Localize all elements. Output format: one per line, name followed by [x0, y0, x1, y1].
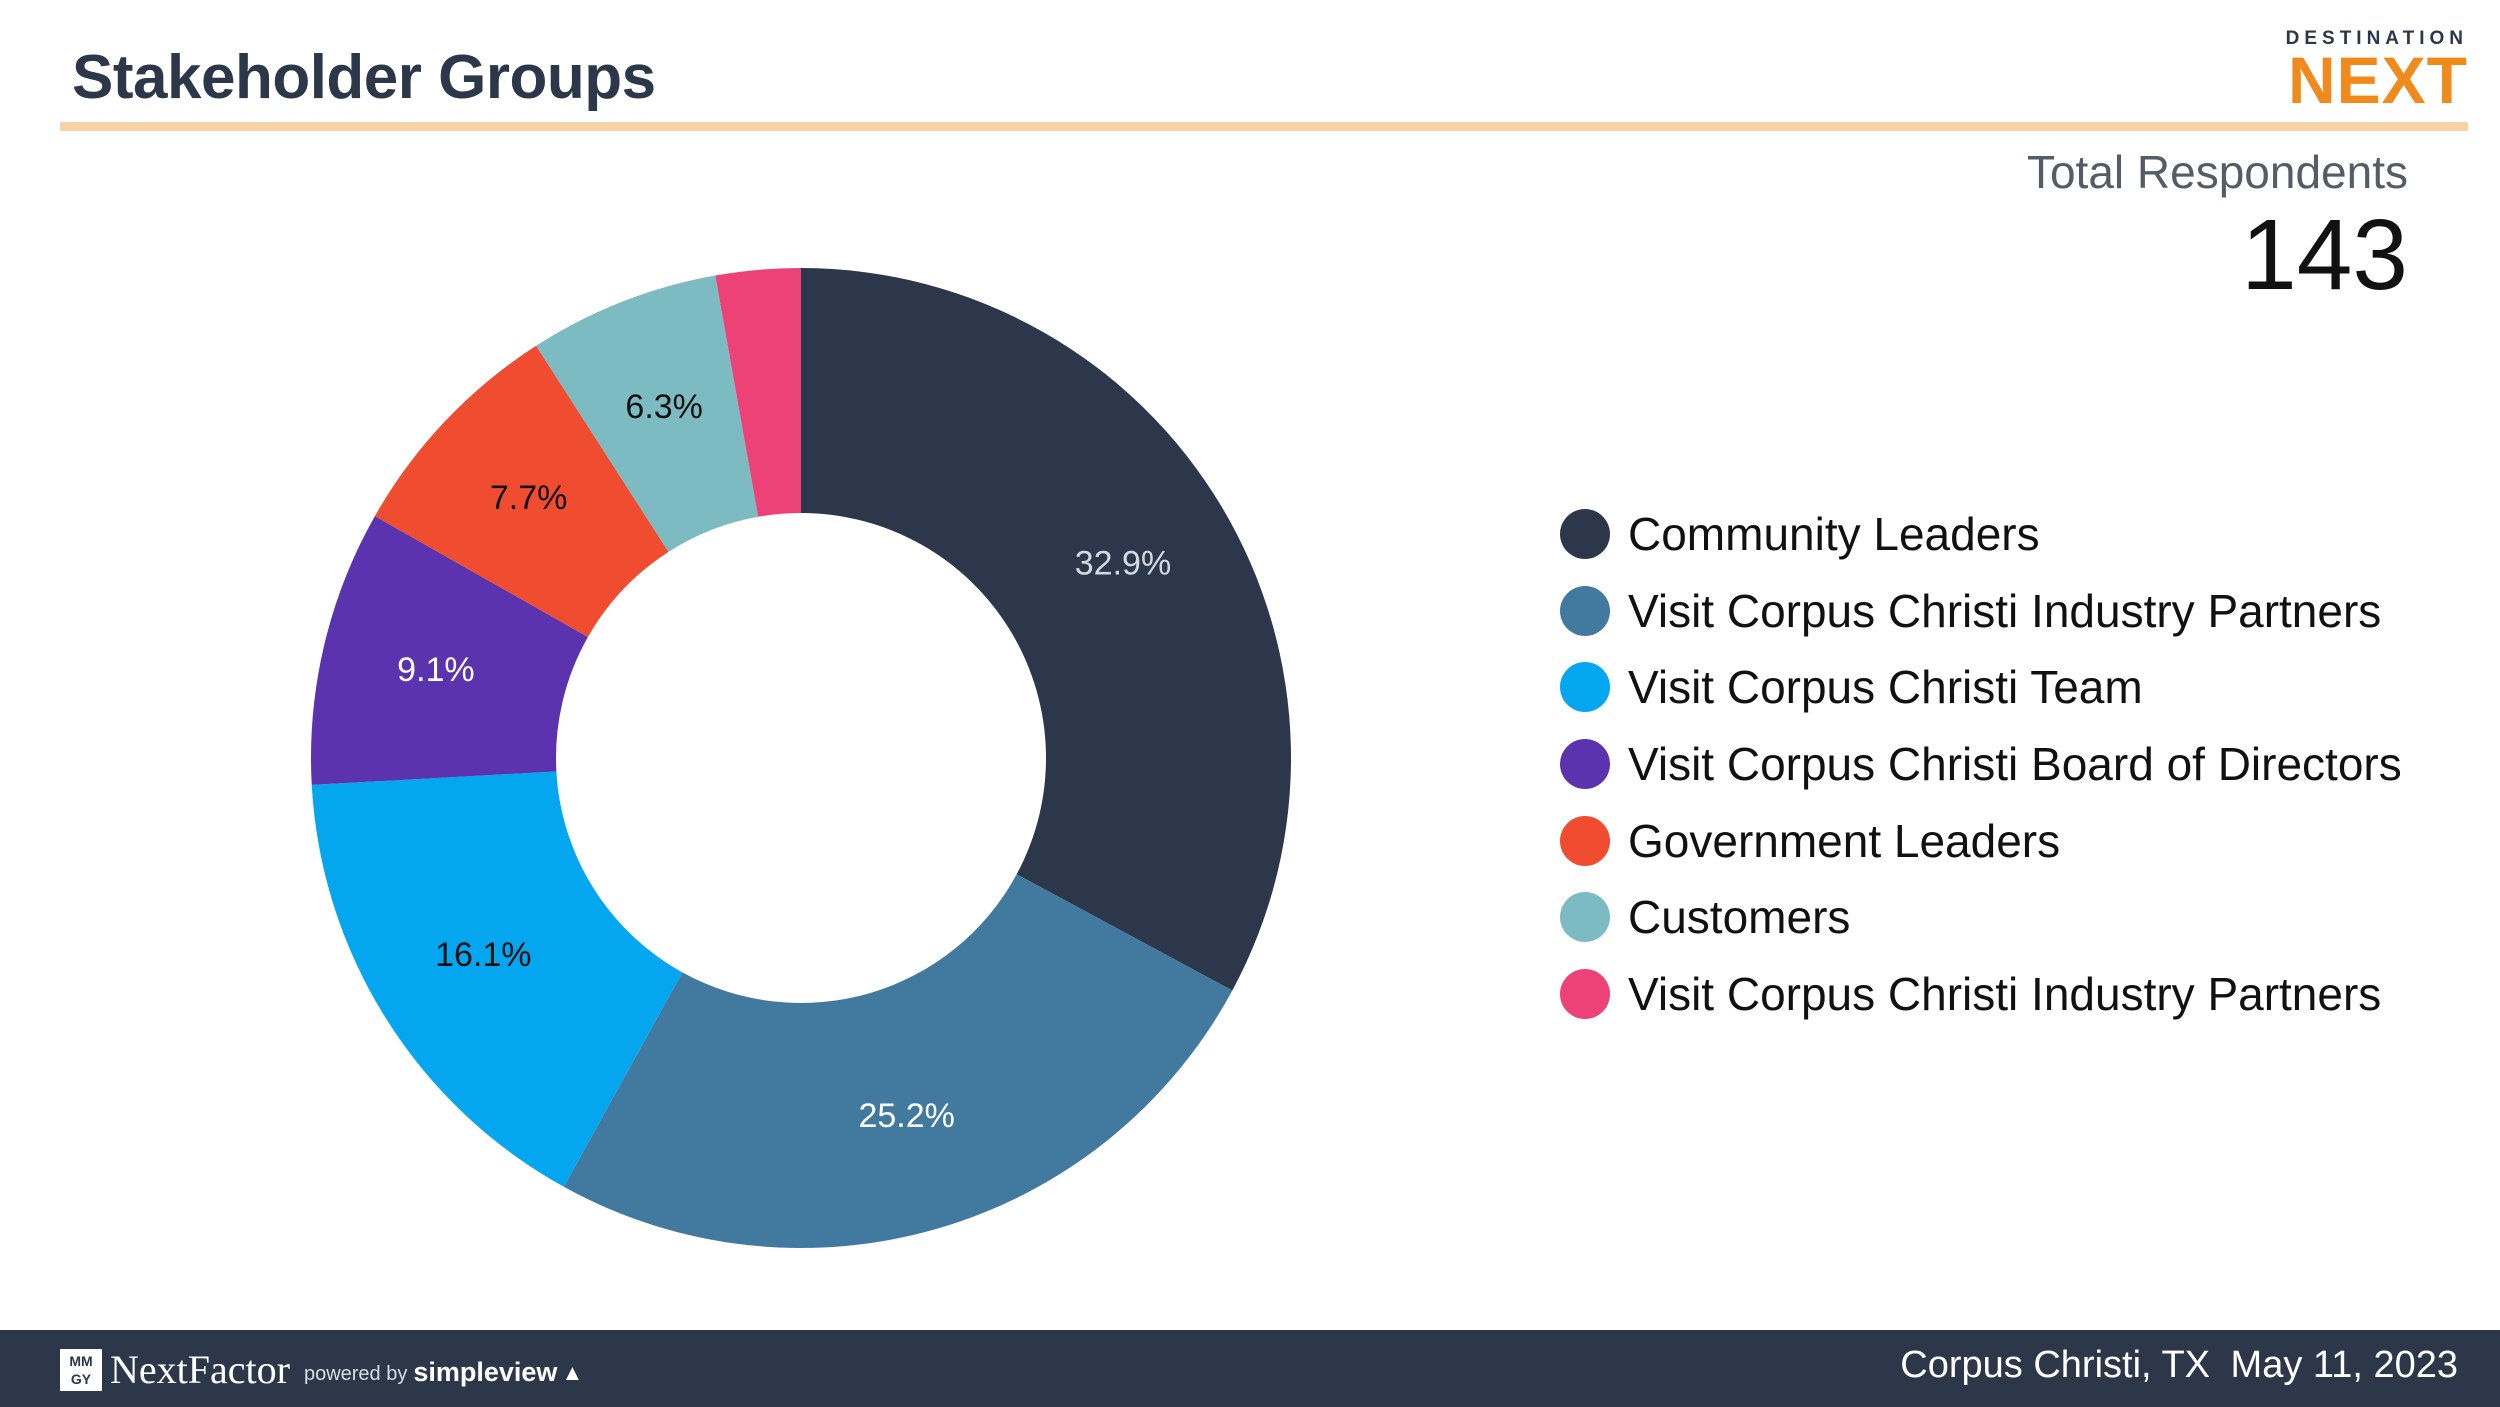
legend-item: Visit Corpus Christi Team: [1560, 649, 2402, 726]
donut-slice-4: [310, 516, 588, 785]
legend-item: Visit Corpus Christi Board of Directors: [1560, 726, 2402, 803]
logo-small-text: DESTINATION: [2285, 28, 2468, 49]
donut-data-label-3: 16.1%: [435, 936, 531, 974]
simpleview-wordmark: simpleview: [413, 1357, 558, 1387]
donut-data-label-6: 6.3%: [625, 388, 703, 426]
page-title: Stakeholder Groups: [72, 43, 656, 112]
mmgy-logo: MM GY: [60, 1348, 102, 1391]
mmgy-top: MM: [69, 1352, 93, 1369]
donut-slice-5: [374, 345, 669, 638]
footer-date: May 11, 2023: [2230, 1344, 2458, 1386]
legend-swatch-1: [1560, 509, 1610, 560]
powered-by-text: powered by: [303, 1363, 408, 1385]
footer-bar: MM GY NextFactor powered by simpleview ▲…: [0, 1330, 2500, 1407]
legend-item: Visit Corpus Christi Industry Partners: [1560, 956, 2402, 1033]
legend-item: Visit Corpus Christi Industry Partners: [1560, 573, 2402, 650]
title-divider: [60, 122, 2468, 131]
donut-data-label-4: 9.1%: [397, 651, 475, 689]
legend-item: Government Leaders: [1560, 802, 2402, 879]
donut-slice-2: [563, 874, 1233, 1248]
legend-swatch-4: [1560, 739, 1610, 790]
legend-label-3: Visit Corpus Christi Team: [1628, 661, 2143, 714]
legend-item: Customers: [1560, 879, 2402, 956]
mmgy-bottom: GY: [70, 1370, 92, 1387]
legend-label-4: Visit Corpus Christi Board of Directors: [1628, 738, 2402, 791]
destination-next-logo: DESTINATION NEXT: [2278, 28, 2468, 116]
legend-swatch-3: [1560, 662, 1610, 713]
footer-brand: MM GY NextFactor powered by simpleview ▲: [60, 1346, 583, 1393]
donut-slice-3: [311, 771, 683, 1187]
legend-swatch-5: [1560, 815, 1610, 866]
legend-label-6: Customers: [1628, 891, 1851, 944]
donut-slice-7: [715, 268, 801, 517]
donut-slice-1: [801, 268, 1291, 991]
donut-chart: 32.9% 25.2% 16.1% 9.1% 7.7% 6.3%: [310, 268, 1291, 1248]
legend-label-5: Government Leaders: [1628, 814, 2061, 867]
total-respondents-value: 143: [2241, 199, 2408, 311]
donut-data-label-2: 25.2%: [858, 1097, 954, 1135]
legend-label-7: Visit Corpus Christi Industry Partners: [1628, 967, 2382, 1020]
logo-big-text: NEXT: [2287, 43, 2468, 117]
legend-swatch-7: [1560, 968, 1610, 1019]
simpleview-icon: ▲: [561, 1359, 584, 1385]
footer-location: Corpus Christi, TX: [1900, 1344, 2210, 1386]
total-respondents-label: Total Respondents: [2026, 146, 2408, 198]
legend-swatch-6: [1560, 892, 1610, 943]
chart-legend: Community Leaders Visit Corpus Christi In…: [1560, 496, 2402, 1032]
donut-data-label-1: 32.9%: [1075, 545, 1171, 583]
nextfactor-wordmark: NextFactor: [110, 1347, 290, 1392]
donut-data-label-5: 7.7%: [490, 479, 568, 517]
donut-slice-6: [536, 275, 759, 552]
legend-item: Community Leaders: [1560, 496, 2402, 573]
legend-label-1: Community Leaders: [1628, 508, 2040, 561]
legend-label-2: Visit Corpus Christi Industry Partners: [1628, 584, 2382, 637]
legend-swatch-2: [1560, 585, 1610, 636]
